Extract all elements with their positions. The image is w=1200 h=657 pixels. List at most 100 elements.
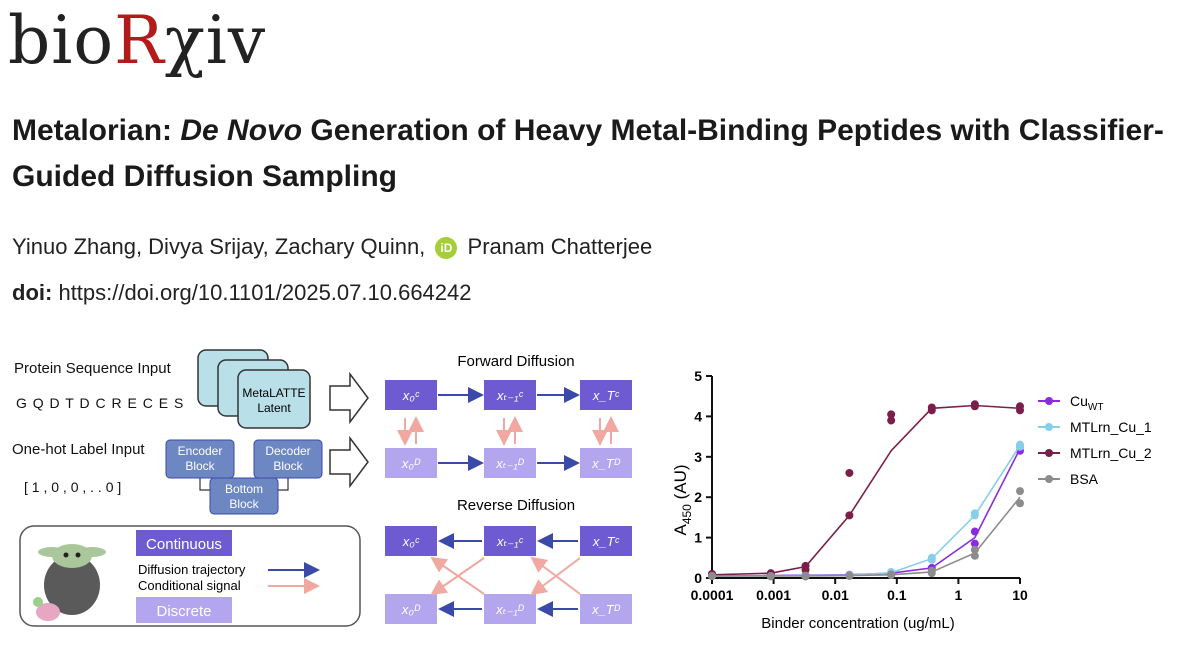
svg-text:xₜ₋₁ᶜ: xₜ₋₁ᶜ [496, 534, 523, 549]
doi-label: doi: [12, 280, 53, 305]
data-point [845, 468, 854, 477]
x-axis-label: Binder concentration (ug/mL) [761, 615, 954, 632]
y-tick-label: 5 [694, 368, 702, 384]
paper-title: Metalorian: De Novo Generation of Heavy … [12, 108, 1182, 200]
author-last[interactable]: Pranam Chatterjee [467, 234, 653, 259]
author-list: Yinuo Zhang, Divya Srijay, Zachary Quinn… [12, 234, 652, 260]
logo-text-xiv: χiv [164, 2, 267, 79]
data-point [1016, 487, 1024, 496]
rev-xt1-d [484, 594, 536, 624]
title-italic: De Novo [180, 114, 303, 147]
legend-trajectory-label: Diffusion trajectory [138, 562, 246, 577]
fwd-xT-c [580, 380, 632, 410]
data-point [1016, 440, 1024, 449]
decoder-label-1: Decoder [265, 444, 310, 458]
fwd-xt1-d [484, 448, 536, 478]
data-point [970, 539, 979, 548]
legend-marker [1045, 449, 1053, 457]
legend-continuous-label: Continuous [146, 536, 222, 553]
latent-card-front [237, 369, 311, 429]
hollow-arrow-bottom [329, 435, 369, 489]
fwd-xt1-c [484, 380, 536, 410]
binding-chart: A450 (AU) Binder concentration (ug/mL) 0… [671, 368, 1152, 632]
x-tick-label: 10 [1012, 587, 1028, 603]
title-part2: Generation of Heavy Metal-Binding Peptid… [12, 114, 1164, 193]
svg-text:x_Tᴰ: x_Tᴰ [591, 456, 621, 471]
latent-label-2: Latent [257, 401, 291, 415]
legend-label: CuWT [1070, 393, 1103, 413]
svg-text:xₜ₋₁ᶜ: xₜ₋₁ᶜ [496, 388, 523, 403]
y-axis-label: A450 (AU) [671, 464, 694, 535]
decoder-label-2: Block [273, 459, 303, 473]
legend-marker [1045, 397, 1053, 405]
logo-text-bio: bio [8, 2, 115, 79]
data-point [927, 403, 936, 412]
data-point [887, 570, 896, 579]
rev-xT-c [580, 526, 632, 556]
y-tick-label: 2 [694, 489, 702, 505]
data-point [845, 511, 854, 520]
svg-text:x₀ᴰ: x₀ᴰ [401, 602, 421, 617]
authors-first: Yinuo Zhang, Divya Srijay, Zachary Quinn… [12, 234, 426, 259]
title-part1: Metalorian: [12, 114, 181, 147]
x-tick-label: 0.001 [756, 587, 791, 603]
y-tick-label: 1 [694, 530, 702, 546]
rev-xT-d [580, 594, 632, 624]
data-point [845, 571, 854, 580]
onehot-vector: [ 1 , 0 , 0 , . . 0 ] [24, 479, 121, 495]
encoder-label-2: Block [185, 459, 215, 473]
forward-title: Forward Diffusion [457, 353, 574, 370]
svg-text:x_Tᴰ: x_Tᴰ [591, 602, 621, 617]
legend-discrete-label: Discrete [156, 603, 211, 620]
bottom-label-1: Bottom [225, 482, 263, 496]
rev-x0-d [385, 594, 437, 624]
data-point [766, 571, 775, 580]
fwd-x0-c [385, 380, 437, 410]
protein-sequence: G Q D T D C R E C E S [16, 395, 184, 411]
x-tick-label: 0.01 [822, 587, 849, 603]
legend-conditional-label: Conditional signal [138, 578, 241, 593]
data-point [970, 551, 979, 560]
legend-label: BSA [1070, 471, 1099, 487]
fwd-x0-d [385, 448, 437, 478]
legend-marker [1045, 475, 1053, 483]
series-line [712, 496, 1021, 577]
legend-label: MTLrn_Cu_1 [1070, 419, 1152, 435]
biorxiv-logo[interactable]: bioRχiv [8, 2, 266, 79]
model-diagram: Protein Sequence Input G Q D T D C R E C… [12, 349, 632, 627]
fwd-xT-d [580, 448, 632, 478]
svg-text:x₀ᴰ: x₀ᴰ [401, 456, 421, 471]
hollow-arrow-top [329, 371, 369, 425]
data-point [708, 571, 716, 580]
legend-continuous [136, 530, 232, 556]
legend-label: MTLrn_Cu_2 [1070, 445, 1152, 461]
x-tick-label: 1 [955, 587, 963, 603]
series-line [711, 404, 1021, 576]
bottom-block [209, 477, 279, 515]
data-point [970, 509, 979, 518]
x-tick-label: 0.0001 [691, 587, 734, 603]
rev-x0-c [385, 526, 437, 556]
reverse-title: Reverse Diffusion [457, 497, 575, 514]
svg-text:x_Tᶜ: x_Tᶜ [592, 534, 620, 549]
data-point [927, 566, 936, 575]
doi-link[interactable]: https://doi.org/10.1101/2025.07.10.66424… [58, 280, 472, 305]
legend-marker [1045, 423, 1053, 431]
doi-line: doi: https://doi.org/10.1101/2025.07.10.… [12, 280, 472, 306]
y-tick-label: 3 [694, 449, 702, 465]
y-tick-label: 0 [694, 570, 702, 586]
data-point [1016, 402, 1024, 411]
svg-text:x₀ᶜ: x₀ᶜ [402, 534, 420, 549]
svg-text:x₀ᶜ: x₀ᶜ [402, 388, 420, 403]
orcid-icon[interactable]: iD [435, 237, 458, 259]
svg-text:xₜ₋₁ᴰ: xₜ₋₁ᴰ [495, 602, 524, 617]
bottom-label-2: Block [229, 497, 259, 511]
latent-label-1: MetaLATTE [242, 386, 305, 400]
data-point [801, 571, 810, 580]
protein-input-label: Protein Sequence Input [14, 360, 172, 377]
legend-discrete [136, 597, 232, 623]
encoder-label-1: Encoder [178, 444, 223, 458]
y-tick-label: 4 [694, 408, 702, 424]
mascot-illustration [33, 544, 106, 621]
data-point [887, 410, 896, 419]
